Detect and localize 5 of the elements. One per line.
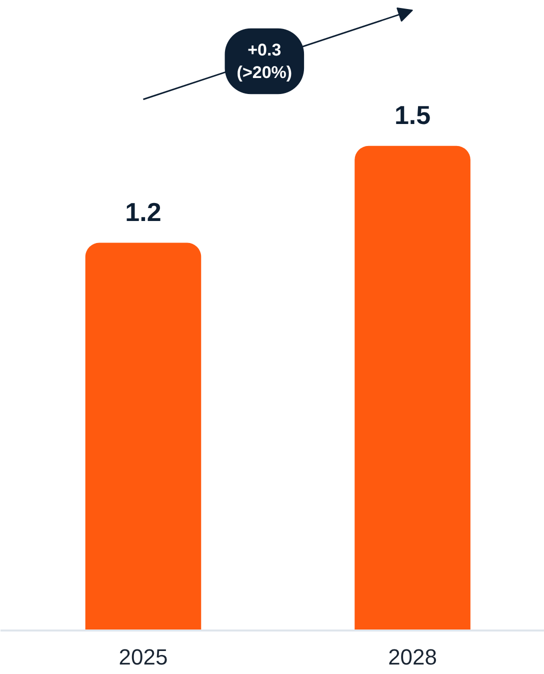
data-label: 1.2 — [125, 196, 162, 227]
data-label: 1.5 — [394, 100, 431, 130]
text: +0.3 (>20%) — [236, 40, 292, 82]
x-tick-label: 2028 — [388, 644, 438, 670]
x-tick-label: 2025 — [118, 644, 168, 670]
